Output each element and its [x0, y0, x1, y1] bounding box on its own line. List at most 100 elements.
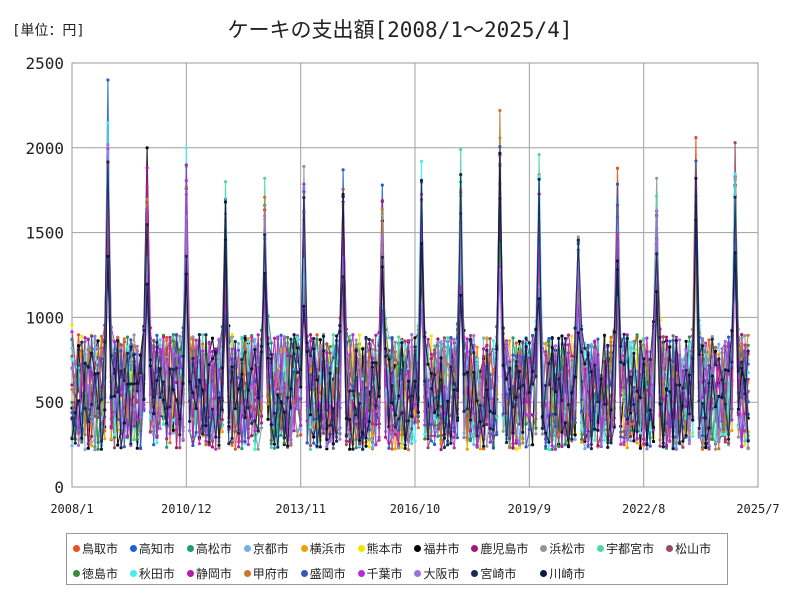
data-point	[119, 343, 123, 347]
data-point	[93, 372, 97, 376]
data-point	[289, 387, 293, 391]
data-point	[736, 407, 741, 411]
data-point	[357, 392, 362, 396]
data-point	[201, 388, 205, 392]
data-point	[112, 394, 117, 398]
data-point	[452, 337, 456, 341]
legend-marker	[300, 569, 308, 577]
data-point	[289, 337, 293, 341]
data-point	[410, 333, 414, 337]
data-point	[188, 380, 192, 384]
data-point	[76, 344, 81, 348]
data-point	[537, 174, 541, 179]
data-point	[625, 333, 629, 337]
data-point	[348, 339, 352, 343]
data-point	[642, 336, 646, 341]
legend-label: 横浜市	[309, 542, 346, 557]
data-point	[727, 441, 731, 445]
data-point	[93, 414, 97, 418]
data-point	[312, 383, 316, 387]
data-point	[648, 428, 652, 432]
data-point	[566, 333, 571, 337]
data-point	[341, 168, 345, 172]
data-point	[521, 430, 525, 434]
data-point	[240, 447, 244, 451]
data-point	[615, 166, 620, 170]
data-point	[710, 337, 714, 341]
data-point	[697, 435, 701, 439]
data-point	[90, 373, 94, 377]
data-point	[544, 444, 548, 448]
data-point	[573, 406, 577, 410]
data-point	[188, 419, 192, 423]
data-point	[237, 387, 241, 391]
data-point	[713, 349, 718, 353]
data-point	[214, 351, 218, 355]
data-point	[606, 445, 610, 449]
data-point	[550, 444, 554, 448]
data-point	[393, 425, 397, 429]
data-point	[472, 411, 476, 415]
data-point	[86, 407, 90, 411]
data-point	[364, 436, 368, 440]
data-point	[161, 380, 166, 384]
data-point	[237, 431, 241, 435]
data-point	[468, 333, 473, 338]
data-point	[727, 437, 731, 441]
data-point	[730, 329, 734, 333]
data-point	[678, 441, 682, 446]
data-point	[531, 333, 535, 337]
data-point	[361, 347, 365, 351]
data-point	[563, 421, 567, 425]
data-point	[625, 417, 629, 421]
data-point	[80, 334, 84, 338]
data-point	[684, 339, 688, 343]
data-point	[436, 434, 440, 438]
data-point	[282, 441, 286, 445]
data-point	[570, 437, 574, 441]
data-point	[629, 369, 633, 373]
data-point	[468, 337, 473, 341]
data-point	[713, 363, 718, 367]
data-point	[465, 337, 469, 341]
legend-item: 川崎市	[540, 563, 595, 585]
data-point	[560, 444, 564, 449]
legend-marker	[414, 545, 422, 553]
data-point	[191, 356, 195, 360]
data-point	[286, 335, 290, 339]
data-point	[367, 351, 371, 355]
data-point	[266, 386, 270, 390]
data-point	[86, 446, 90, 450]
data-point	[112, 413, 117, 417]
data-point	[230, 332, 234, 336]
legend-marker	[597, 545, 605, 553]
data-point	[315, 364, 319, 368]
data-point	[694, 159, 698, 163]
x-tick-label: 2013/11	[275, 502, 326, 516]
data-point	[272, 442, 277, 446]
data-point	[491, 411, 495, 415]
data-point	[573, 433, 577, 437]
data-point	[266, 402, 270, 406]
data-point	[563, 399, 567, 403]
data-point	[446, 362, 450, 366]
data-point	[638, 396, 643, 400]
data-point	[710, 374, 714, 378]
data-point	[312, 337, 316, 341]
data-point	[740, 352, 744, 356]
data-point	[488, 426, 492, 431]
data-point	[462, 436, 466, 440]
data-point	[602, 402, 607, 406]
legend-item: 甲府市	[243, 563, 299, 585]
data-point	[246, 442, 250, 447]
data-point	[501, 417, 505, 421]
data-point	[406, 339, 411, 343]
data-point	[302, 164, 306, 169]
data-point	[380, 183, 384, 187]
data-point	[681, 358, 685, 362]
data-point	[488, 372, 492, 377]
data-point	[482, 444, 486, 448]
data-point	[70, 444, 74, 448]
data-point	[135, 381, 139, 385]
data-point	[253, 419, 257, 423]
